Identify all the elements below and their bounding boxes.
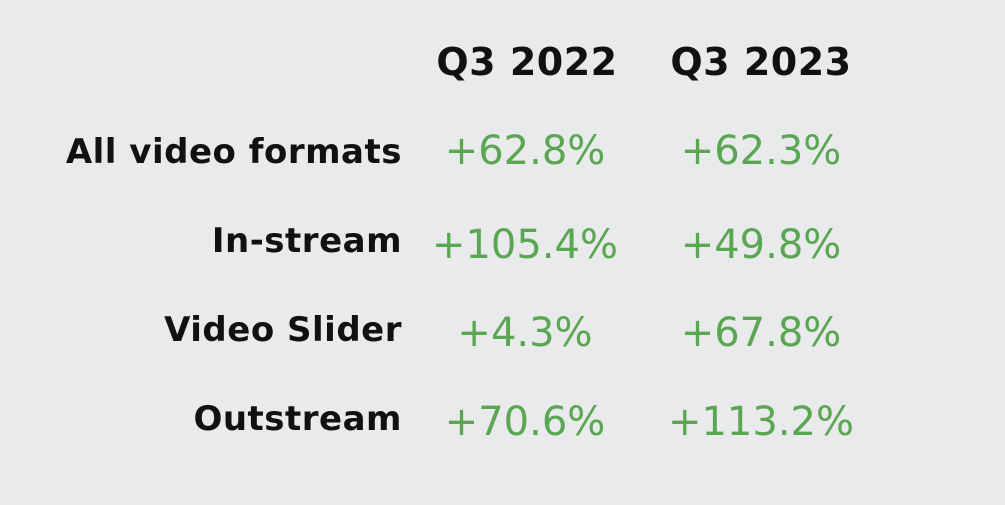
row-label-outstream: Outstream [193,399,402,439]
row-label-in-stream: In-stream [211,221,402,261]
cell-video-slider-q3-2022: +4.3% [457,310,593,356]
column-header-q3-2023: Q3 2023 [670,40,852,84]
row-label-all-video-formats: All video formats [65,132,402,172]
cell-all-video-formats-q3-2023: +62.3% [680,128,842,174]
column-header-q3-2022: Q3 2022 [436,40,618,84]
row-label-video-slider: Video Slider [164,310,402,350]
cell-in-stream-q3-2022: +105.4% [431,222,619,268]
cell-in-stream-q3-2023: +49.8% [680,222,842,268]
cell-all-video-formats-q3-2022: +62.8% [444,128,606,174]
cell-outstream-q3-2023: +113.2% [667,399,855,445]
cell-video-slider-q3-2023: +67.8% [680,310,842,356]
cell-outstream-q3-2022: +70.6% [444,399,606,445]
